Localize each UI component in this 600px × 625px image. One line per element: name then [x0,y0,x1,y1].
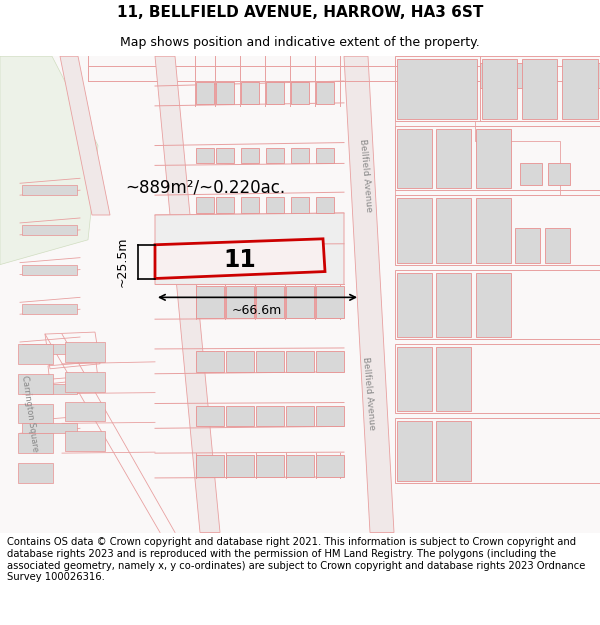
Bar [22,384,77,394]
Bar [436,421,471,481]
Bar [22,423,77,433]
Bar [65,401,105,421]
Bar [22,304,77,314]
Bar [565,63,600,88]
Text: 11, BELLFIELD AVENUE, HARROW, HA3 6ST: 11, BELLFIELD AVENUE, HARROW, HA3 6ST [117,5,483,20]
Bar [18,374,53,394]
Bar [397,198,432,262]
Bar [196,406,224,426]
Bar [18,404,53,423]
Bar [226,406,254,426]
Bar [22,344,77,354]
Bar [548,163,570,185]
Bar [291,148,309,163]
Bar [266,82,284,104]
Bar [226,286,254,318]
Bar [316,406,344,426]
Text: Bellfield Avenue: Bellfield Avenue [358,138,374,212]
Bar [18,344,53,364]
Bar [397,421,432,481]
Bar [216,82,234,104]
Bar [476,272,511,337]
Text: Bellfield Avenue: Bellfield Avenue [361,357,377,431]
Bar [65,342,105,362]
Bar [316,197,334,213]
Bar [397,272,432,337]
Text: Carrington Square: Carrington Square [20,374,40,452]
Bar [316,351,344,372]
Bar [291,197,309,213]
Bar [241,148,259,163]
Bar [515,228,540,262]
Bar [316,82,334,104]
Text: Map shows position and indicative extent of the property.: Map shows position and indicative extent… [120,36,480,49]
Bar [436,198,471,262]
Polygon shape [155,56,220,532]
Bar [241,197,259,213]
Bar [241,82,259,104]
Bar [480,63,550,88]
Bar [65,431,105,451]
Bar [266,148,284,163]
Bar [562,59,598,119]
Text: ~25.5m: ~25.5m [115,236,128,287]
Bar [216,197,234,213]
Bar [316,286,344,318]
Bar [476,129,511,188]
Bar [291,82,309,104]
Bar [266,197,284,213]
Bar [22,225,77,235]
Bar [216,148,234,163]
Bar [397,347,432,411]
Text: 11: 11 [224,248,256,272]
Bar [316,455,344,477]
Bar [196,286,224,318]
Bar [18,463,53,483]
Bar [256,351,284,372]
Polygon shape [60,56,110,215]
Bar [196,197,214,213]
Polygon shape [0,56,98,264]
Polygon shape [155,239,325,279]
Bar [196,82,214,104]
Bar [65,372,105,392]
Bar [196,351,224,372]
Bar [482,59,517,119]
Bar [520,163,542,185]
Bar [522,59,557,119]
Bar [286,286,314,318]
Bar [397,129,432,188]
Bar [256,286,284,318]
Polygon shape [155,213,344,284]
Bar [476,198,511,262]
Bar [436,347,471,411]
Bar [226,351,254,372]
Bar [286,455,314,477]
Bar [196,148,214,163]
Polygon shape [344,56,394,532]
Bar [196,455,224,477]
Text: Contains OS data © Crown copyright and database right 2021. This information is : Contains OS data © Crown copyright and d… [7,538,586,582]
Bar [397,59,477,119]
Text: ~889m²/~0.220ac.: ~889m²/~0.220ac. [125,178,285,196]
Bar [18,433,53,453]
Bar [22,185,77,195]
Bar [545,228,570,262]
Bar [256,455,284,477]
Bar [286,406,314,426]
Bar [316,148,334,163]
Bar [436,129,471,188]
Bar [286,351,314,372]
Bar [256,406,284,426]
Text: ~66.6m: ~66.6m [232,304,282,317]
Bar [226,455,254,477]
Bar [22,264,77,274]
Bar [400,63,455,88]
Bar [436,272,471,337]
